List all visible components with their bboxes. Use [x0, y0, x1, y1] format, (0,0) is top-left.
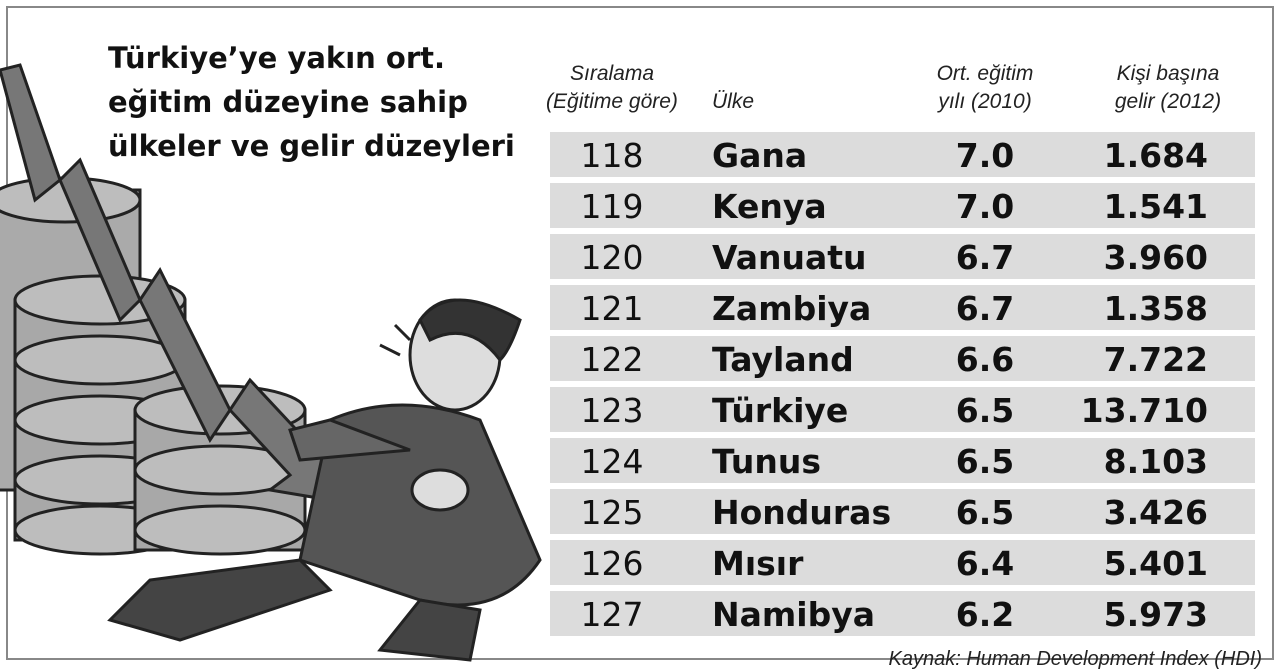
- table-cell: 5.973: [1104, 595, 1208, 634]
- table-row: [550, 387, 1255, 432]
- table-cell: Tunus: [712, 442, 821, 481]
- table-row: [550, 183, 1255, 228]
- table-cell: Mısır: [712, 544, 804, 583]
- table-cell: Tayland: [712, 340, 854, 379]
- table-cell: Türkiye: [712, 391, 848, 430]
- table-cell: 1.684: [1104, 136, 1208, 175]
- column-header: gelir (2012): [1115, 90, 1221, 113]
- table-cell: 121: [581, 289, 644, 328]
- column-header: Kişi başına: [1117, 62, 1220, 85]
- table-cell: 5.401: [1104, 544, 1208, 583]
- table-cell: 1.541: [1104, 187, 1208, 226]
- table-cell: Namibya: [712, 595, 875, 634]
- table-cell: Zambiya: [712, 289, 871, 328]
- table-cell: 6.4: [956, 544, 1014, 583]
- illustration: [0, 63, 542, 662]
- table-cell: 6.7: [956, 289, 1014, 328]
- table-row: [550, 540, 1255, 585]
- table-cell: 7.0: [956, 187, 1014, 226]
- table-row: [550, 336, 1255, 381]
- table-row: [550, 285, 1255, 330]
- table-cell: 8.103: [1104, 442, 1208, 481]
- title-line: Türkiye’ye yakın ort.: [108, 41, 445, 75]
- table-row: [550, 438, 1255, 483]
- table-row: [550, 234, 1255, 279]
- table-cell: 120: [581, 238, 644, 277]
- table-cell: 127: [581, 595, 644, 634]
- table-cell: 6.5: [956, 442, 1014, 481]
- table-cell: 6.5: [956, 493, 1014, 532]
- column-header: Sıralama: [570, 62, 654, 85]
- table-row: [550, 489, 1255, 534]
- table-cell: 122: [581, 340, 644, 379]
- table-cell: 119: [581, 187, 644, 226]
- column-header: Ülke: [712, 90, 754, 113]
- source: Kaynak: Human Development Index (HDI): [889, 648, 1263, 670]
- table-cell: 7.0: [956, 136, 1014, 175]
- table-cell: Gana: [712, 136, 807, 175]
- table-cell: 124: [581, 442, 644, 481]
- table-cell: 126: [581, 544, 644, 583]
- column-header: (Eğitime göre): [546, 90, 678, 113]
- table-cell: Kenya: [712, 187, 827, 226]
- title-line: eğitim düzeyine sahip: [108, 85, 468, 119]
- table-cell: 6.7: [956, 238, 1014, 277]
- table-cell: 125: [581, 493, 644, 532]
- title-line: ülkeler ve gelir düzeyleri: [108, 129, 515, 163]
- table-cell: 3.426: [1104, 493, 1208, 532]
- column-header: yılı (2010): [936, 90, 1031, 113]
- column-header: Ort. eğitim: [937, 62, 1034, 85]
- table-row: [550, 132, 1255, 177]
- table-cell: 123: [581, 391, 644, 430]
- table-cell: 6.2: [956, 595, 1014, 634]
- table-cell: 13.710: [1081, 391, 1208, 430]
- table-row: [550, 591, 1255, 636]
- table-cell: 1.358: [1104, 289, 1208, 328]
- table-cell: 118: [581, 136, 644, 175]
- table-cell: 6.6: [956, 340, 1014, 379]
- table-cell: Vanuatu: [712, 238, 867, 277]
- table-cell: 3.960: [1104, 238, 1208, 277]
- table-cell: 6.5: [956, 391, 1014, 430]
- table-cell: Honduras: [712, 493, 891, 532]
- table-cell: 7.722: [1104, 340, 1208, 379]
